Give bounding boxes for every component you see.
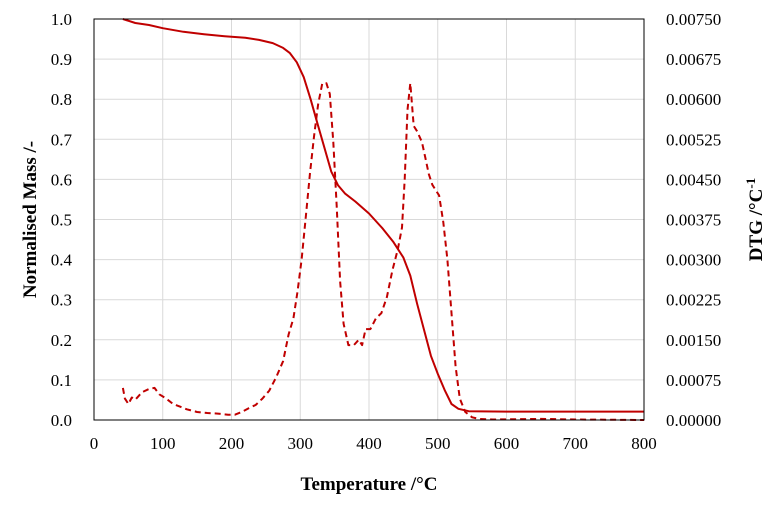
x-tick-label: 800 <box>631 434 657 453</box>
y-right-axis-title-sup: -1 <box>743 178 758 189</box>
y-left-tick-label: 1.0 <box>51 10 72 29</box>
plot-frame <box>93 18 645 421</box>
y-left-tick-labels: 0.0 0.1 0.2 0.3 0.4 0.5 0.6 0.7 0.8 0.9 1.0 <box>51 10 73 430</box>
y-right-axis-title-main: DTG /°C <box>746 189 767 262</box>
y-right-tick-label: 0.00300 <box>666 251 721 270</box>
x-tick-label: 400 <box>356 434 382 453</box>
x-axis-title: Temperature /°C <box>301 474 438 495</box>
y-right-tick-labels: 0.00000 0.00075 0.00150 0.00225 0.00300 0.003… <box>666 10 721 430</box>
y-left-tick-label: 0.1 <box>51 371 72 390</box>
y-left-tick-label: 0.7 <box>51 130 73 149</box>
x-tick-label: 500 <box>425 434 451 453</box>
gridlines <box>93 18 645 421</box>
x-tick-labels: 0 100 200 300 400 500 600 700 800 <box>90 434 657 453</box>
y-left-tick-label: 0.0 <box>51 411 72 430</box>
y-left-tick-label: 0.2 <box>51 331 72 350</box>
y-right-tick-label: 0.00525 <box>666 130 721 149</box>
x-tick-label: 600 <box>494 434 520 453</box>
x-tick-label: 0 <box>90 434 99 453</box>
x-tick-label: 300 <box>288 434 314 453</box>
y-left-tick-label: 0.9 <box>51 50 72 69</box>
y-right-tick-label: 0.00450 <box>666 170 721 189</box>
y-right-tick-label: 0.00000 <box>666 411 721 430</box>
x-tick-label: 700 <box>563 434 589 453</box>
y-right-tick-label: 0.00675 <box>666 50 721 69</box>
x-tick-label: 100 <box>150 434 176 453</box>
y-right-tick-label: 0.00075 <box>666 371 721 390</box>
y-left-tick-label: 0.4 <box>51 251 73 270</box>
y-left-axis-title: Normalised Mass /- <box>20 141 41 298</box>
y-left-tick-label: 0.6 <box>51 170 72 189</box>
y-right-tick-label: 0.00600 <box>666 90 721 109</box>
y-right-axis-title: DTG /°C-1 <box>743 178 768 261</box>
dtg-line <box>121 82 645 421</box>
y-right-tick-label: 0.00225 <box>666 291 721 310</box>
y-left-tick-label: 0.3 <box>51 291 72 310</box>
y-right-tick-label: 0.00750 <box>666 10 721 29</box>
y-right-tick-label: 0.00150 <box>666 331 721 350</box>
normalised-mass-line <box>122 18 644 413</box>
x-tick-label: 200 <box>219 434 245 453</box>
series-lines <box>121 18 645 421</box>
y-left-tick-label: 0.8 <box>51 90 72 109</box>
y-right-tick-label: 0.00375 <box>666 211 721 230</box>
y-left-tick-label: 0.5 <box>51 211 72 230</box>
